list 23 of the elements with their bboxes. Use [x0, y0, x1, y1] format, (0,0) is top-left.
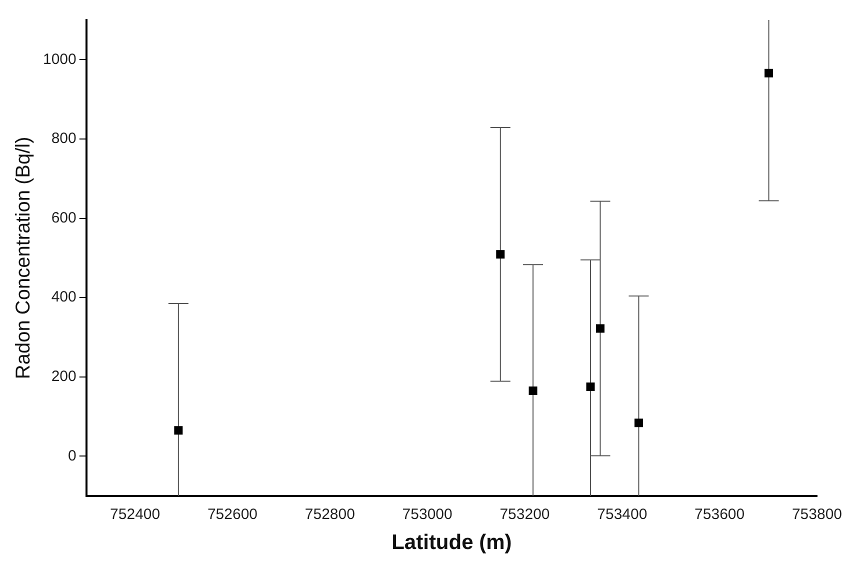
point	[586, 382, 595, 392]
y-tick-label: 800	[51, 130, 76, 148]
x-tick-label: 753000	[402, 506, 452, 523]
point	[528, 386, 538, 395]
x-axis-title: Latitude (m)	[392, 531, 512, 554]
x-tick-label: 753200	[500, 506, 550, 523]
y-tick-label: 200	[51, 368, 76, 385]
x-tick-label: 753400	[597, 506, 648, 523]
x-tick-label: 752800	[304, 506, 355, 523]
x-tick-label: 752600	[207, 506, 258, 523]
x-tick-label: 753600	[694, 506, 745, 523]
y-tick-label: 400	[51, 288, 76, 306]
x-tick-label: 752400	[110, 506, 160, 523]
y-tick-label: 1000	[42, 50, 76, 68]
y-tick-label: 0	[68, 447, 76, 464]
point	[596, 324, 604, 333]
point	[764, 68, 774, 78]
point	[634, 418, 643, 428]
x-tick-label: 753800	[792, 506, 842, 523]
y-axis-title: Radon Concentration (Bq/l)	[12, 136, 35, 380]
point	[174, 426, 183, 435]
y-tick-label: 600	[51, 209, 76, 226]
point	[496, 250, 505, 259]
